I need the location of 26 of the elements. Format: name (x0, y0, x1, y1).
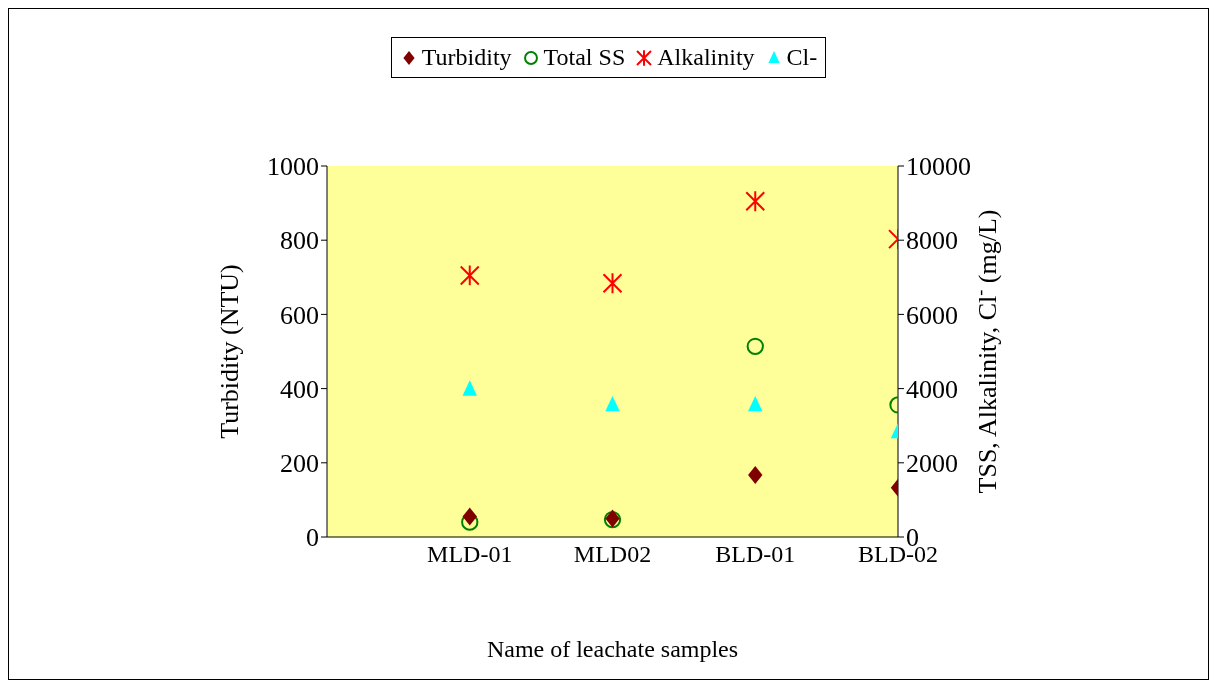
y2-tick-label: 6000 (906, 300, 958, 330)
point (462, 507, 477, 526)
y-tick-label: 0 (306, 523, 319, 553)
legend-label: Cl- (785, 44, 818, 71)
point (602, 272, 623, 295)
x-axis-title: Name of leachate samples (486, 636, 739, 662)
point (462, 380, 477, 396)
x-tick-label: BLD-01 (715, 541, 796, 568)
x-tick-label: MLD-01 (427, 541, 513, 568)
y2-tick-label: 4000 (906, 374, 958, 404)
x-tick-label: MLD02 (573, 541, 652, 568)
y-tick-label: 800 (280, 226, 319, 256)
point (605, 395, 620, 412)
legend-label: Alkalinity (656, 44, 755, 71)
y2-tick-label: 10000 (906, 152, 971, 182)
y-tick-label: 600 (280, 300, 319, 330)
y-tick-label: 400 (280, 374, 319, 404)
point (748, 466, 763, 485)
y-tick-label: 200 (280, 449, 319, 479)
y2-tick-label: 8000 (906, 226, 958, 256)
legend-label: Turbidity (420, 44, 512, 71)
y2-tick-label: 2000 (906, 449, 958, 479)
y-axis-title: Turbidity (NTU) (215, 264, 245, 439)
legend-label: Total SS (542, 44, 626, 71)
point (459, 264, 480, 287)
y-tick-label: 1000 (267, 152, 319, 182)
